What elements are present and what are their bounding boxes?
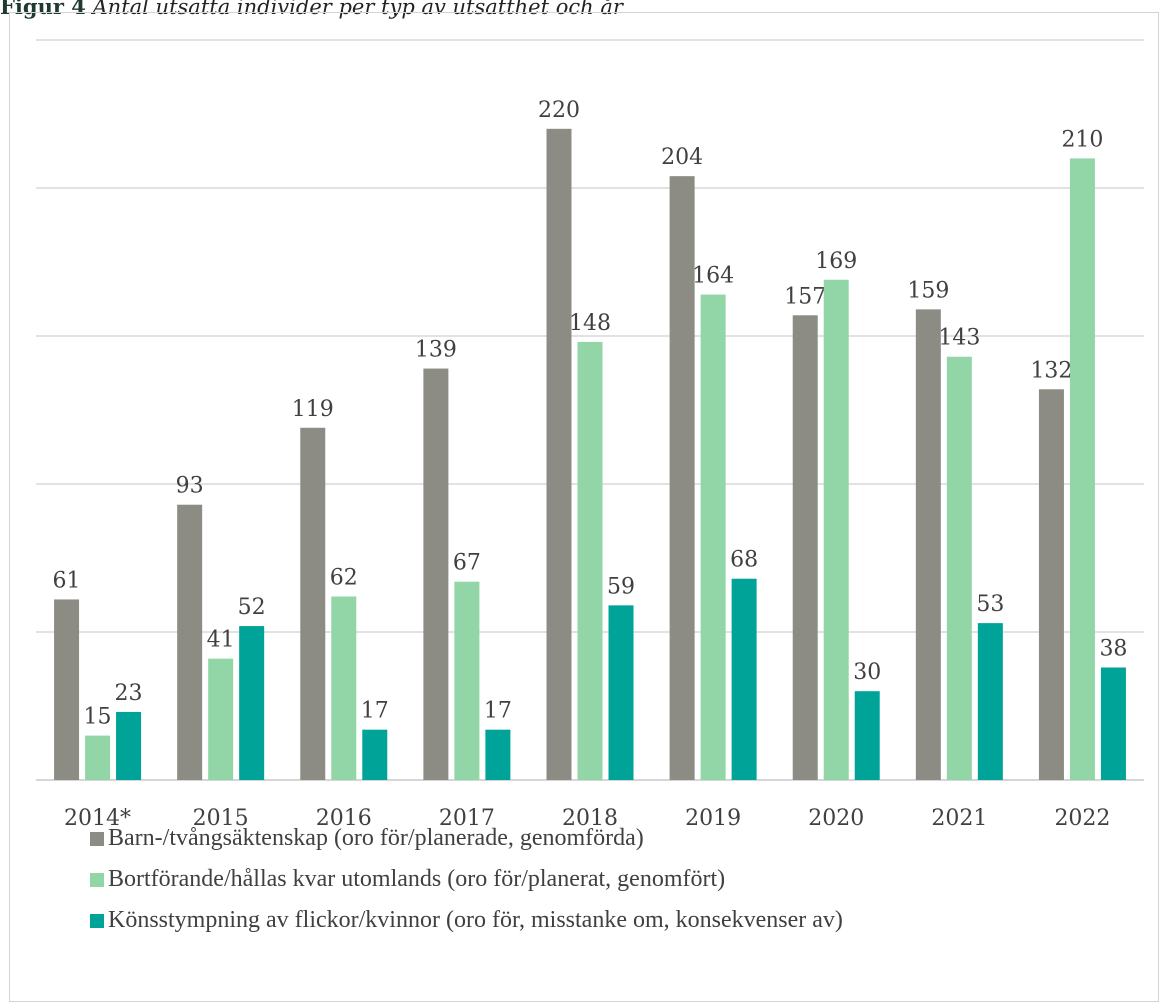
bar-s0-5 bbox=[669, 176, 695, 780]
data-label-s2-7: 53 bbox=[976, 592, 1004, 617]
data-label-s1-7: 143 bbox=[938, 326, 980, 351]
legend-swatch-0 bbox=[90, 831, 104, 846]
bar-s0-6 bbox=[792, 315, 818, 780]
bar-s2-6 bbox=[854, 691, 880, 780]
figure-caption: Figur 4 Antal utsatta individer per typ … bbox=[0, 0, 623, 19]
data-label-s1-5: 164 bbox=[692, 264, 734, 289]
bar-s2-7 bbox=[977, 623, 1003, 780]
data-label-s2-3: 17 bbox=[484, 699, 512, 724]
data-label-s2-2: 17 bbox=[361, 699, 389, 724]
bar-s1-4 bbox=[577, 341, 603, 780]
x-tick-label-7: 2021 bbox=[931, 806, 987, 831]
x-tick-label-3: 2017 bbox=[439, 806, 495, 831]
data-label-s1-3: 67 bbox=[453, 551, 481, 576]
data-label-s0-0: 61 bbox=[53, 568, 81, 593]
data-label-s2-1: 52 bbox=[238, 595, 266, 620]
bar-s0-7 bbox=[915, 309, 941, 780]
bar-s2-5 bbox=[731, 578, 757, 780]
bar-s0-0 bbox=[54, 599, 80, 780]
bar-s0-4 bbox=[546, 128, 572, 781]
x-tick-label-6: 2020 bbox=[808, 806, 864, 831]
bar-s0-3 bbox=[423, 368, 449, 780]
bar-s2-2 bbox=[362, 729, 388, 780]
bar-s0-2 bbox=[300, 427, 326, 780]
figure-caption-text: Antal utsatta individer per typ av utsat… bbox=[92, 0, 623, 19]
data-label-s2-8: 38 bbox=[1099, 637, 1127, 662]
legend-swatch-2 bbox=[90, 913, 104, 928]
data-label-s2-6: 30 bbox=[853, 660, 881, 685]
legend-item-2: Könsstympning av flickor/kvinnor (oro fö… bbox=[90, 900, 843, 941]
data-label-s1-1: 41 bbox=[207, 628, 235, 653]
bar-s1-1 bbox=[208, 658, 234, 780]
bar-s1-3 bbox=[454, 581, 480, 780]
x-tick-label-4: 2018 bbox=[562, 806, 618, 831]
data-label-s0-6: 157 bbox=[784, 284, 826, 309]
legend-item-0: Barn-/tvångsäktenskap (oro för/planerade… bbox=[90, 818, 843, 859]
x-tick-label-2: 2016 bbox=[316, 806, 372, 831]
data-label-s0-8: 132 bbox=[1030, 358, 1072, 383]
data-label-s1-8: 210 bbox=[1061, 127, 1103, 152]
legend-label-1: Bortförande/hållas kvar utomlands (oro f… bbox=[108, 866, 726, 892]
data-label-s0-3: 139 bbox=[415, 338, 457, 363]
data-label-s2-0: 23 bbox=[115, 681, 143, 706]
data-label-s2-4: 59 bbox=[607, 574, 635, 599]
x-tick-label-0: 2014* bbox=[64, 806, 131, 831]
data-label-s1-6: 169 bbox=[815, 249, 857, 274]
data-label-s0-7: 159 bbox=[907, 278, 949, 303]
legend-label-0: Barn-/tvångsäktenskap (oro för/planerade… bbox=[108, 825, 644, 851]
bar-s1-2 bbox=[331, 596, 357, 780]
x-tick-label-8: 2022 bbox=[1054, 806, 1110, 831]
data-label-s1-4: 148 bbox=[569, 311, 611, 336]
legend-item-1: Bortförande/hållas kvar utomlands (oro f… bbox=[90, 859, 843, 900]
bar-s1-7 bbox=[946, 356, 972, 780]
data-label-s0-4: 220 bbox=[538, 98, 580, 123]
bar-s1-0 bbox=[85, 735, 111, 780]
bar-s0-1 bbox=[177, 504, 203, 780]
legend-label-2: Könsstympning av flickor/kvinnor (oro fö… bbox=[108, 907, 843, 933]
bar-s2-1 bbox=[239, 626, 265, 780]
x-tick-label-1: 2015 bbox=[193, 806, 249, 831]
bar-s2-8 bbox=[1100, 667, 1126, 780]
data-label-s0-5: 204 bbox=[661, 145, 703, 170]
data-label-s1-2: 62 bbox=[330, 565, 358, 590]
figure-label: Figur 4 bbox=[0, 0, 86, 19]
data-label-s0-1: 93 bbox=[176, 474, 204, 499]
bar-s1-6 bbox=[823, 279, 849, 780]
bar-s1-8 bbox=[1069, 158, 1095, 780]
chart-legend: Barn-/tvångsäktenskap (oro för/planerade… bbox=[90, 818, 843, 941]
data-label-s0-2: 119 bbox=[292, 397, 334, 422]
bar-s1-5 bbox=[700, 294, 726, 780]
legend-swatch-1 bbox=[90, 872, 104, 887]
data-label-s2-5: 68 bbox=[730, 548, 758, 573]
bar-s2-0 bbox=[116, 711, 142, 780]
data-label-s1-0: 15 bbox=[84, 705, 112, 730]
x-tick-label-5: 2019 bbox=[685, 806, 741, 831]
bar-s2-4 bbox=[608, 605, 634, 780]
bar-s0-8 bbox=[1038, 389, 1064, 780]
bar-s2-3 bbox=[485, 729, 511, 780]
